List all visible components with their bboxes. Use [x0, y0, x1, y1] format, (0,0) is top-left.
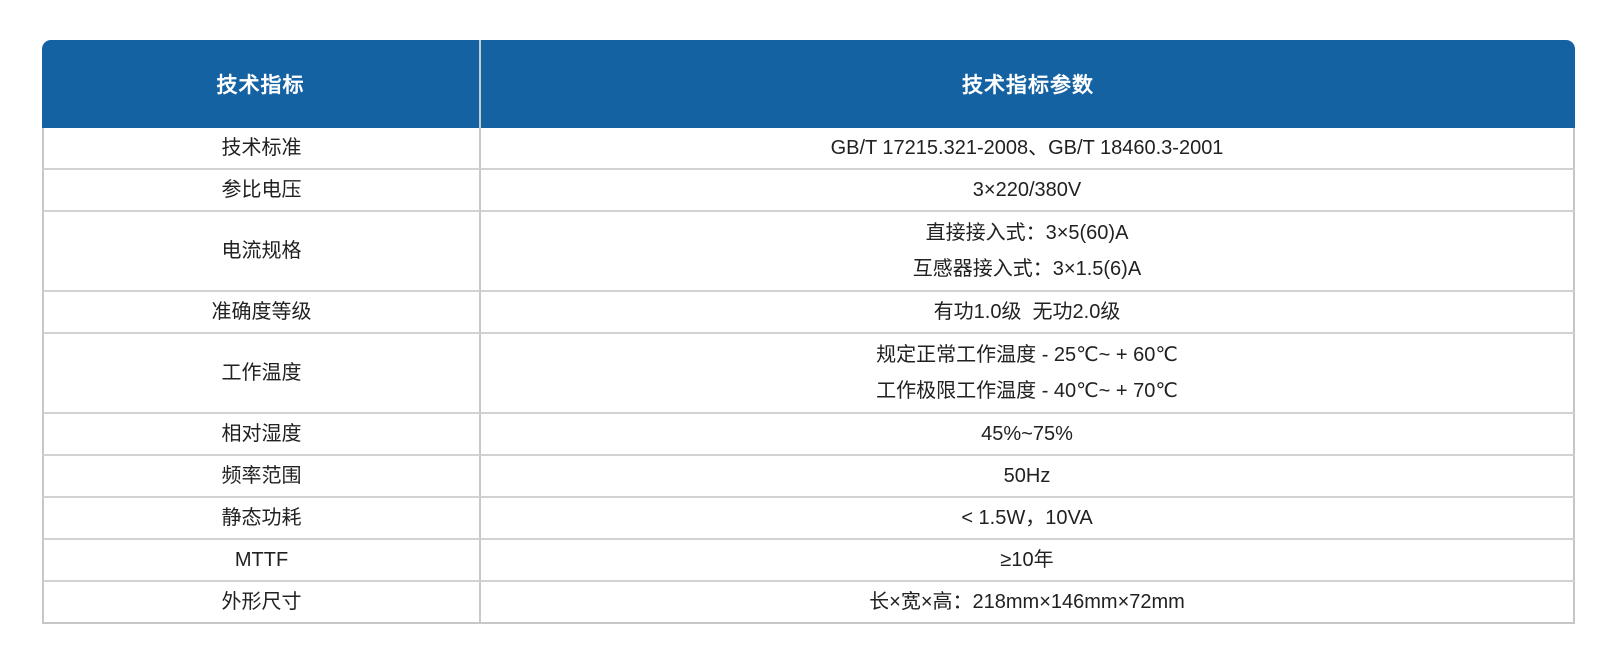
spec-value: 3×220/380V [481, 170, 1575, 212]
table-row: 工作温度 规定正常工作温度 - 25℃~ + 60℃ 工作极限工作温度 - 40… [42, 334, 1575, 414]
spec-name: 相对湿度 [42, 414, 481, 456]
spec-name: 电流规格 [42, 212, 481, 292]
table-row: 技术标准 GB/T 17215.321-2008、GB/T 18460.3-20… [42, 128, 1575, 170]
spec-name: 频率范围 [42, 456, 481, 498]
spec-value: GB/T 17215.321-2008、GB/T 18460.3-2001 [481, 128, 1575, 170]
spec-value: < 1.5W，10VA [481, 498, 1575, 540]
table-row: 参比电压 3×220/380V [42, 170, 1575, 212]
table-row: 准确度等级 有功1.0级 无功2.0级 [42, 292, 1575, 334]
spec-value: 50Hz [481, 456, 1575, 498]
table-row: 电流规格 直接接入式：3×5(60)A 互感器接入式：3×1.5(6)A [42, 212, 1575, 292]
table-row: 相对湿度 45%~75% [42, 414, 1575, 456]
table-row: 外形尺寸 长×宽×高：218mm×146mm×72mm [42, 582, 1575, 624]
spec-value: 规定正常工作温度 - 25℃~ + 60℃ 工作极限工作温度 - 40℃~ + … [481, 334, 1575, 414]
spec-name: 技术标准 [42, 128, 481, 170]
spec-value: ≥10年 [481, 540, 1575, 582]
table-header-row: 技术指标 技术指标参数 [42, 40, 1575, 128]
spec-name: 准确度等级 [42, 292, 481, 334]
spec-value: 长×宽×高：218mm×146mm×72mm [481, 582, 1575, 624]
spec-table: 技术指标 技术指标参数 技术标准 GB/T 17215.321-2008、GB/… [42, 40, 1575, 624]
spec-name: 外形尺寸 [42, 582, 481, 624]
spec-name: MTTF [42, 540, 481, 582]
table-row: 静态功耗 < 1.5W，10VA [42, 498, 1575, 540]
table-row: MTTF ≥10年 [42, 540, 1575, 582]
spec-name: 静态功耗 [42, 498, 481, 540]
spec-name: 参比电压 [42, 170, 481, 212]
spec-value: 直接接入式：3×5(60)A 互感器接入式：3×1.5(6)A [481, 212, 1575, 292]
spec-value: 45%~75% [481, 414, 1575, 456]
table-row: 频率范围 50Hz [42, 456, 1575, 498]
spec-value: 有功1.0级 无功2.0级 [481, 292, 1575, 334]
header-cell-indicator: 技术指标 [42, 40, 481, 128]
header-cell-parameter: 技术指标参数 [481, 40, 1575, 128]
spec-name: 工作温度 [42, 334, 481, 414]
